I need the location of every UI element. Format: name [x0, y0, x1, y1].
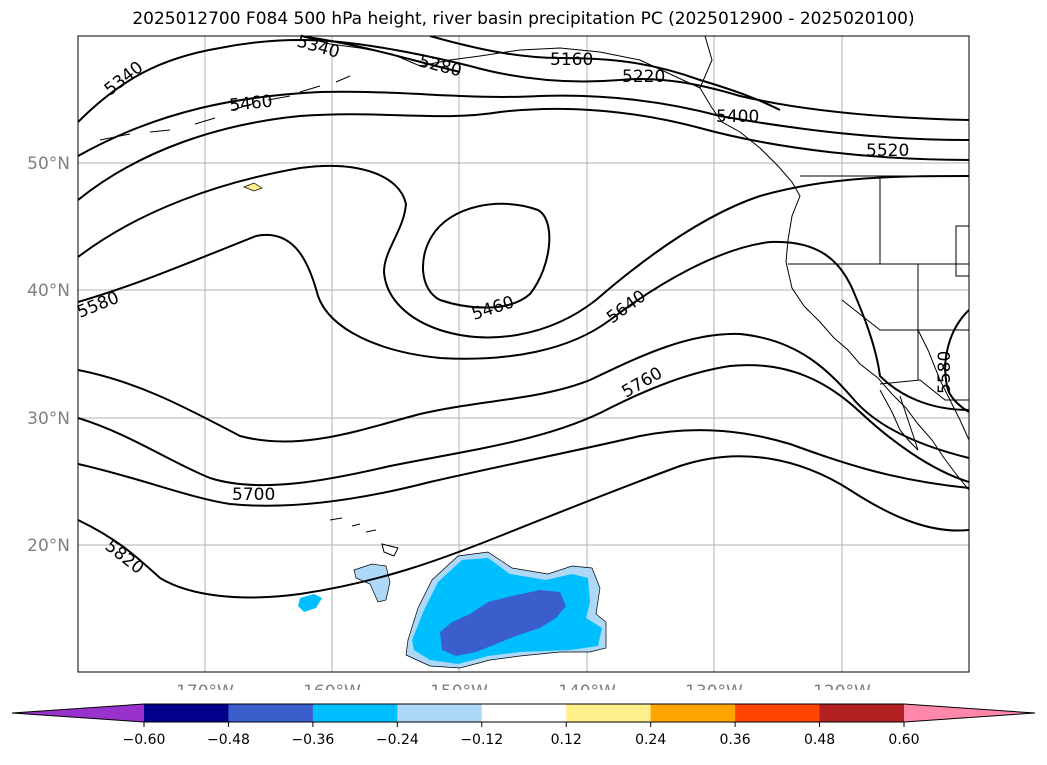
colorbar-segment [228, 704, 314, 722]
alaska-coast [299, 36, 701, 89]
contour-5460-closed [421, 202, 551, 309]
lat-label-30n: 30°N [27, 409, 70, 429]
colorbar-segment [481, 704, 567, 722]
colorbar-tick-label: −0.24 [376, 732, 419, 748]
colorbar-segment [735, 704, 821, 722]
map-frame [77, 35, 970, 673]
colorbar-outline [11, 703, 1036, 723]
contour-labels: 5340 5340 5280 5160 5220 5400 5460 5520 … [74, 32, 955, 579]
lon-label-150w: 150°W [430, 682, 488, 690]
contour-label: 5700 [232, 485, 275, 505]
contour-5580 [78, 233, 969, 411]
contour-label: 5160 [550, 50, 593, 70]
contour-label: 5460 [228, 92, 273, 116]
colorbar-tick-label: 0.24 [635, 732, 666, 748]
contour-5820 [78, 455, 969, 599]
lon-label-140w: 140°W [558, 682, 616, 690]
colorbar-tick-label: −0.36 [291, 732, 334, 748]
coastlines [99, 36, 969, 557]
lat-label-40n: 40°N [27, 281, 70, 301]
lon-label-170w: 170°W [176, 682, 234, 690]
colorbar-tick-label: −0.60 [123, 732, 166, 748]
gulf-coast [917, 329, 969, 441]
contour-5700 [78, 429, 969, 507]
contour-label: 5280 [417, 51, 464, 81]
contour-label: 5460 [469, 292, 516, 324]
colorbar-segment [312, 704, 398, 722]
lon-label-130w: 130°W [685, 682, 743, 690]
precip-light-small [353, 563, 391, 603]
precip-medium-small [298, 594, 322, 612]
baja-peninsula [879, 389, 919, 451]
lon-label-160w: 160°W [303, 682, 361, 690]
height-contours [78, 36, 969, 599]
contour-5520 [78, 164, 969, 339]
contour-5580-east [944, 309, 969, 413]
lon-label-120w: 120°W [813, 682, 871, 690]
colorbar-tick-label: −0.48 [207, 732, 250, 748]
lat-label-20n: 20°N [27, 536, 70, 556]
colorbar-tick-label: 0.60 [888, 732, 919, 748]
contour-5340 [78, 39, 471, 123]
contour-5280 [299, 36, 461, 73]
colorbar-segment [144, 704, 229, 722]
precip-positive-spot [243, 182, 263, 192]
contour-label: 5520 [866, 141, 909, 161]
contour-label: 5640 [603, 286, 650, 328]
colorbar-extend-max [904, 704, 1035, 722]
colorbar-tick-label: −0.12 [460, 732, 503, 748]
contour-5220 [469, 65, 969, 121]
longitude-labels: 170°W 160°W 150°W 140°W 130°W 120°W [176, 682, 871, 690]
contour-5400 [78, 90, 969, 157]
colorbar-tick-label: 0.36 [720, 732, 751, 748]
colorbar-segment [650, 704, 736, 722]
contour-label: 5580 [935, 351, 955, 394]
colorbar-segments [12, 704, 1035, 722]
precipitation-shading [243, 182, 607, 669]
map-plot: 5340 5340 5280 5160 5220 5400 5460 5520 … [27, 32, 970, 690]
colorbar-segment [397, 704, 483, 722]
contour-label: 5580 [74, 288, 122, 323]
precip-dark-region [440, 590, 566, 656]
colorbar-extend-min [12, 704, 144, 722]
colorbar: −0.60 −0.48 −0.36 −0.24 −0.12 0.12 0.24 0.36 0.4… [11, 703, 1036, 748]
map-title: 2025012700 F084 500 hPa height, river ba… [132, 9, 915, 29]
north-america-coast [699, 36, 969, 491]
contour-label: 5220 [622, 67, 665, 87]
latitude-labels: 50°N 40°N 30°N 20°N [27, 154, 70, 556]
contour-5160 [429, 36, 781, 111]
colorbar-tick-label: 0.12 [551, 732, 582, 748]
colorbar-tick-label: 0.48 [804, 732, 835, 748]
colorbar-ticks: −0.60 −0.48 −0.36 −0.24 −0.12 0.12 0.24 0.36 0.4… [123, 722, 920, 748]
contour-label: 5340 [101, 58, 147, 100]
contour-5460 [78, 107, 969, 201]
colorbar-segment [566, 704, 652, 722]
state-borders [788, 176, 969, 380]
aleutian-islands [99, 75, 351, 141]
contour-5640 [78, 332, 969, 459]
contour-5760 [78, 364, 969, 487]
us-mexico-border [879, 379, 969, 401]
contour-label: 5760 [619, 363, 666, 402]
contour-label: 5400 [716, 107, 759, 127]
colorbar-segment [819, 704, 905, 722]
hawaiian-islands [329, 517, 399, 557]
lat-label-50n: 50°N [27, 154, 70, 174]
contour-label: 5820 [101, 536, 147, 578]
